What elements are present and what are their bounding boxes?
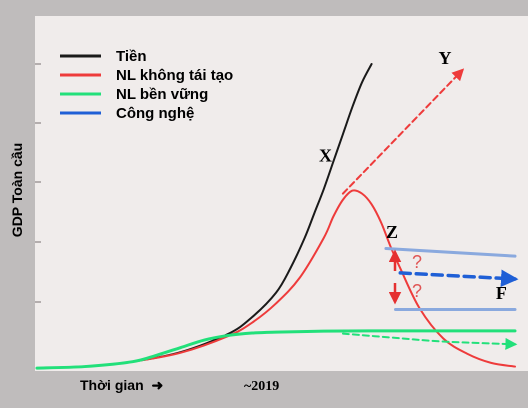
series-cong-nghe-upper bbox=[384, 247, 517, 258]
legend-label-cong-nghe: Công nghệ bbox=[116, 105, 194, 122]
label-f: F bbox=[496, 283, 507, 303]
legend-label-nl-ben-vung: NL bền vững bbox=[116, 86, 208, 103]
series-f-projection bbox=[398, 269, 519, 288]
label-x: X bbox=[319, 146, 332, 166]
uncertainty-arrows: ? ? bbox=[388, 249, 422, 305]
plot-area bbox=[35, 16, 528, 371]
x-axis-arrow-icon: ➜ bbox=[152, 377, 164, 393]
x-axis-label: Thời gian ➜ bbox=[80, 377, 163, 393]
series-y-projection bbox=[341, 68, 465, 195]
label-y: Y bbox=[439, 48, 452, 68]
series-nl-ben-vung bbox=[35, 329, 517, 370]
question-mark-lower: ? bbox=[412, 281, 422, 301]
question-mark-upper: ? bbox=[412, 252, 422, 272]
x-tick-label-2019: ~2019 bbox=[244, 379, 279, 394]
y-axis-ticks bbox=[35, 63, 41, 303]
y-axis-label: GDP Toàn cầu bbox=[9, 143, 25, 237]
x-axis-label-text: Thời gian bbox=[80, 377, 144, 393]
series-layer bbox=[35, 63, 519, 370]
legend-label-tien: Tiền bbox=[116, 48, 147, 65]
legend: Tiền NL không tái tạo NL bền vững Công n… bbox=[60, 48, 233, 122]
series-nl-khong-tai-tao bbox=[36, 189, 516, 370]
series-nl-ben-vung-forecast bbox=[341, 332, 518, 350]
label-z: Z bbox=[386, 222, 398, 242]
legend-label-nl-khong-tai-tao: NL không tái tạo bbox=[116, 67, 233, 84]
